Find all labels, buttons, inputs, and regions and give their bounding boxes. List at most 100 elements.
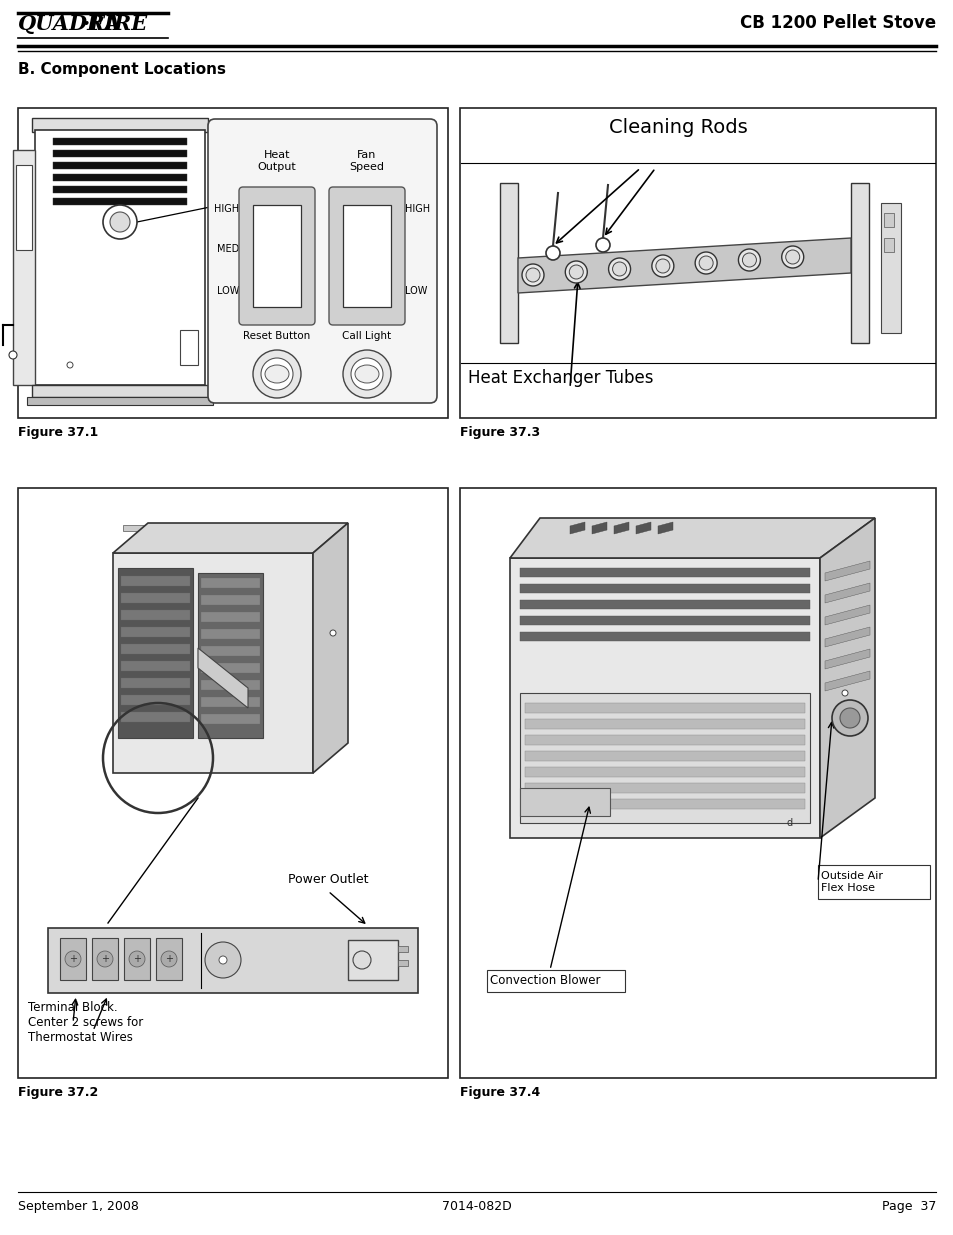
Polygon shape xyxy=(112,522,348,553)
Circle shape xyxy=(565,261,587,283)
Bar xyxy=(53,186,187,193)
Bar xyxy=(253,205,301,308)
Text: B. Component Locations: B. Component Locations xyxy=(18,62,226,77)
Circle shape xyxy=(261,358,293,390)
Bar xyxy=(201,629,260,638)
Circle shape xyxy=(695,252,717,274)
Circle shape xyxy=(651,254,673,277)
Bar xyxy=(524,703,804,713)
Bar xyxy=(883,238,893,252)
Bar xyxy=(16,165,32,249)
Circle shape xyxy=(525,268,539,282)
Bar xyxy=(158,529,253,546)
Bar xyxy=(113,219,119,226)
Text: 7014-082D: 7014-082D xyxy=(441,1200,512,1213)
Text: QUADRA: QUADRA xyxy=(18,14,122,35)
Text: HIGH: HIGH xyxy=(213,204,239,214)
Text: Figure 37.3: Figure 37.3 xyxy=(459,426,539,438)
Text: Heat
Output: Heat Output xyxy=(257,149,296,172)
Circle shape xyxy=(103,205,137,240)
Bar xyxy=(18,107,448,417)
Polygon shape xyxy=(658,522,672,534)
Circle shape xyxy=(205,942,241,978)
Bar xyxy=(121,593,190,603)
Bar xyxy=(118,568,193,739)
Circle shape xyxy=(741,253,756,267)
Bar xyxy=(397,960,408,966)
Bar xyxy=(201,646,260,656)
Circle shape xyxy=(97,951,112,967)
Bar xyxy=(121,576,190,585)
Circle shape xyxy=(521,264,543,287)
Polygon shape xyxy=(824,561,869,580)
Circle shape xyxy=(608,258,630,280)
Circle shape xyxy=(841,690,847,697)
Bar xyxy=(524,719,804,729)
Bar xyxy=(13,149,35,385)
Circle shape xyxy=(351,358,382,390)
Circle shape xyxy=(330,630,335,636)
Ellipse shape xyxy=(265,366,289,383)
Circle shape xyxy=(738,249,760,270)
Text: CB 1200 Pellet Stove: CB 1200 Pellet Stove xyxy=(740,14,935,32)
Circle shape xyxy=(612,262,626,275)
Polygon shape xyxy=(592,522,606,534)
Bar xyxy=(121,695,190,705)
Bar xyxy=(524,767,804,777)
Text: +: + xyxy=(101,953,109,965)
Bar xyxy=(201,613,260,622)
Bar xyxy=(883,212,893,227)
Text: Figure 37.1: Figure 37.1 xyxy=(18,426,98,438)
Bar xyxy=(53,174,187,182)
Text: Figure 37.2: Figure 37.2 xyxy=(18,1086,98,1099)
Polygon shape xyxy=(824,605,869,625)
Polygon shape xyxy=(636,522,650,534)
Polygon shape xyxy=(824,671,869,692)
Circle shape xyxy=(785,249,799,264)
Bar xyxy=(53,198,187,205)
Circle shape xyxy=(65,951,81,967)
Polygon shape xyxy=(824,650,869,669)
Text: LOW: LOW xyxy=(216,287,239,296)
Bar xyxy=(201,595,260,605)
FancyBboxPatch shape xyxy=(239,186,314,325)
Text: Call Light: Call Light xyxy=(342,331,391,341)
Text: Convection Blower: Convection Blower xyxy=(490,974,599,988)
Bar xyxy=(121,610,190,620)
Bar xyxy=(124,939,150,981)
Text: HIGH: HIGH xyxy=(405,204,430,214)
Bar xyxy=(121,713,190,722)
Bar xyxy=(880,203,900,333)
Text: Heat Exchanger Tubes: Heat Exchanger Tubes xyxy=(468,369,653,387)
Bar xyxy=(121,661,190,671)
Circle shape xyxy=(831,700,867,736)
Bar xyxy=(343,205,391,308)
Polygon shape xyxy=(313,522,348,773)
Circle shape xyxy=(840,708,859,727)
Bar xyxy=(397,946,408,952)
Circle shape xyxy=(9,351,17,359)
Circle shape xyxy=(596,238,609,252)
Text: +: + xyxy=(165,953,172,965)
Text: Reset Button: Reset Button xyxy=(243,331,311,341)
Bar xyxy=(123,525,263,531)
Polygon shape xyxy=(517,238,850,293)
Bar xyxy=(60,939,86,981)
Circle shape xyxy=(253,350,301,398)
Bar xyxy=(519,616,809,625)
Polygon shape xyxy=(614,522,628,534)
Circle shape xyxy=(699,256,713,270)
Text: Cleaning Rods: Cleaning Rods xyxy=(608,119,746,137)
Bar xyxy=(519,788,609,816)
Text: ·FIRE: ·FIRE xyxy=(82,14,147,35)
Bar xyxy=(524,783,804,793)
Circle shape xyxy=(110,212,130,232)
Polygon shape xyxy=(824,627,869,647)
Bar xyxy=(48,927,417,993)
Text: LOW: LOW xyxy=(405,287,427,296)
Bar xyxy=(519,693,809,823)
Bar xyxy=(486,969,624,992)
Text: MED: MED xyxy=(216,245,239,254)
FancyBboxPatch shape xyxy=(208,119,436,403)
Circle shape xyxy=(67,362,73,368)
